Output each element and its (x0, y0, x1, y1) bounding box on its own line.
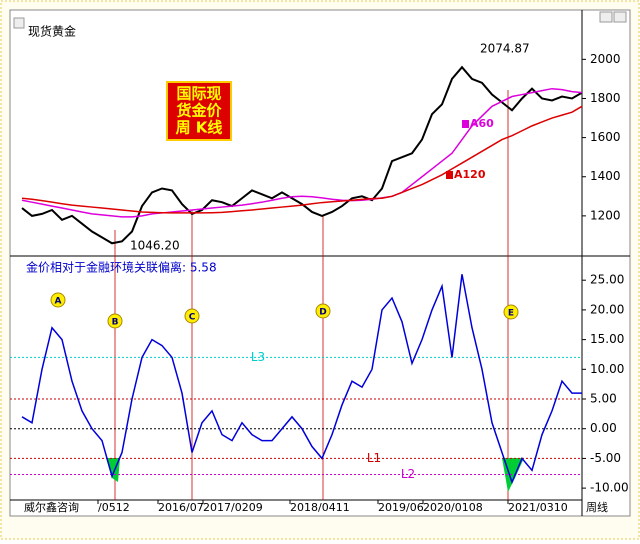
y-tick-label: 1200 (590, 208, 621, 222)
badge-text: 周 K线 (176, 119, 223, 137)
button[interactable] (13, 17, 25, 29)
y-tick-label: 1600 (590, 130, 621, 144)
series-line (21, 87, 583, 218)
y-tick-label: 20.00 (590, 302, 624, 316)
x-tick-label: 2021/0310 (508, 501, 568, 514)
marker (184, 308, 200, 324)
x-tick-label: /0512 (98, 501, 130, 514)
legend-swatch (462, 120, 469, 128)
chart-title: 现货黄金 (28, 24, 76, 39)
y-tick-label: -5.00 (590, 451, 621, 465)
level-label: L1 (367, 451, 381, 465)
y-tick-label: 10.00 (590, 362, 624, 376)
series-line (21, 65, 583, 245)
legend-label: A120 (454, 168, 486, 181)
marker (503, 304, 519, 320)
legend-swatch (446, 171, 453, 179)
x-label: 威尔鑫咨询 (24, 500, 79, 514)
level-label: L2 (401, 467, 415, 481)
badge-text: 货金价 (176, 102, 222, 120)
x-tick-label: 2020/0108 (423, 501, 483, 514)
badge-text: 国际现 (176, 85, 221, 103)
legend-label: A60 (470, 117, 494, 130)
x-tick-label: 2018/0411 (290, 501, 350, 514)
x-label: 周线 (586, 500, 608, 514)
annotation: 1046.20 (130, 239, 180, 253)
y-tick-label: 5.00 (590, 392, 617, 406)
y-tick-label: 15.00 (590, 332, 624, 346)
marker-label: B (112, 318, 119, 328)
marker-label: E (508, 309, 514, 319)
button[interactable] (599, 11, 613, 23)
marker (315, 303, 331, 319)
series-line (21, 105, 583, 214)
marker (50, 292, 66, 308)
marker-label: A (55, 297, 62, 307)
marker-label: C (189, 313, 196, 323)
badge (166, 81, 232, 141)
marker (107, 313, 123, 329)
series-line (21, 274, 582, 485)
x-tick-label: 2016/07 (158, 501, 204, 514)
x-tick-label: 2019/06 (378, 501, 424, 514)
y-tick-label: 1800 (590, 91, 621, 105)
annotation: 2074.87 (480, 42, 530, 56)
button[interactable] (613, 11, 627, 23)
marker-label: D (319, 308, 326, 318)
y-tick-label: 0.00 (590, 421, 617, 435)
y-tick-label: -10.00 (590, 481, 629, 495)
panel-title: 金价相对于金融环境关联偏离: 5.58 (26, 260, 217, 275)
y-tick-label: 2000 (590, 52, 621, 66)
level-label: L3 (251, 350, 265, 364)
y-tick-label: 1400 (590, 169, 621, 183)
x-tick-label: 2017/0209 (203, 501, 263, 514)
y-tick-label: 25.00 (590, 273, 624, 287)
